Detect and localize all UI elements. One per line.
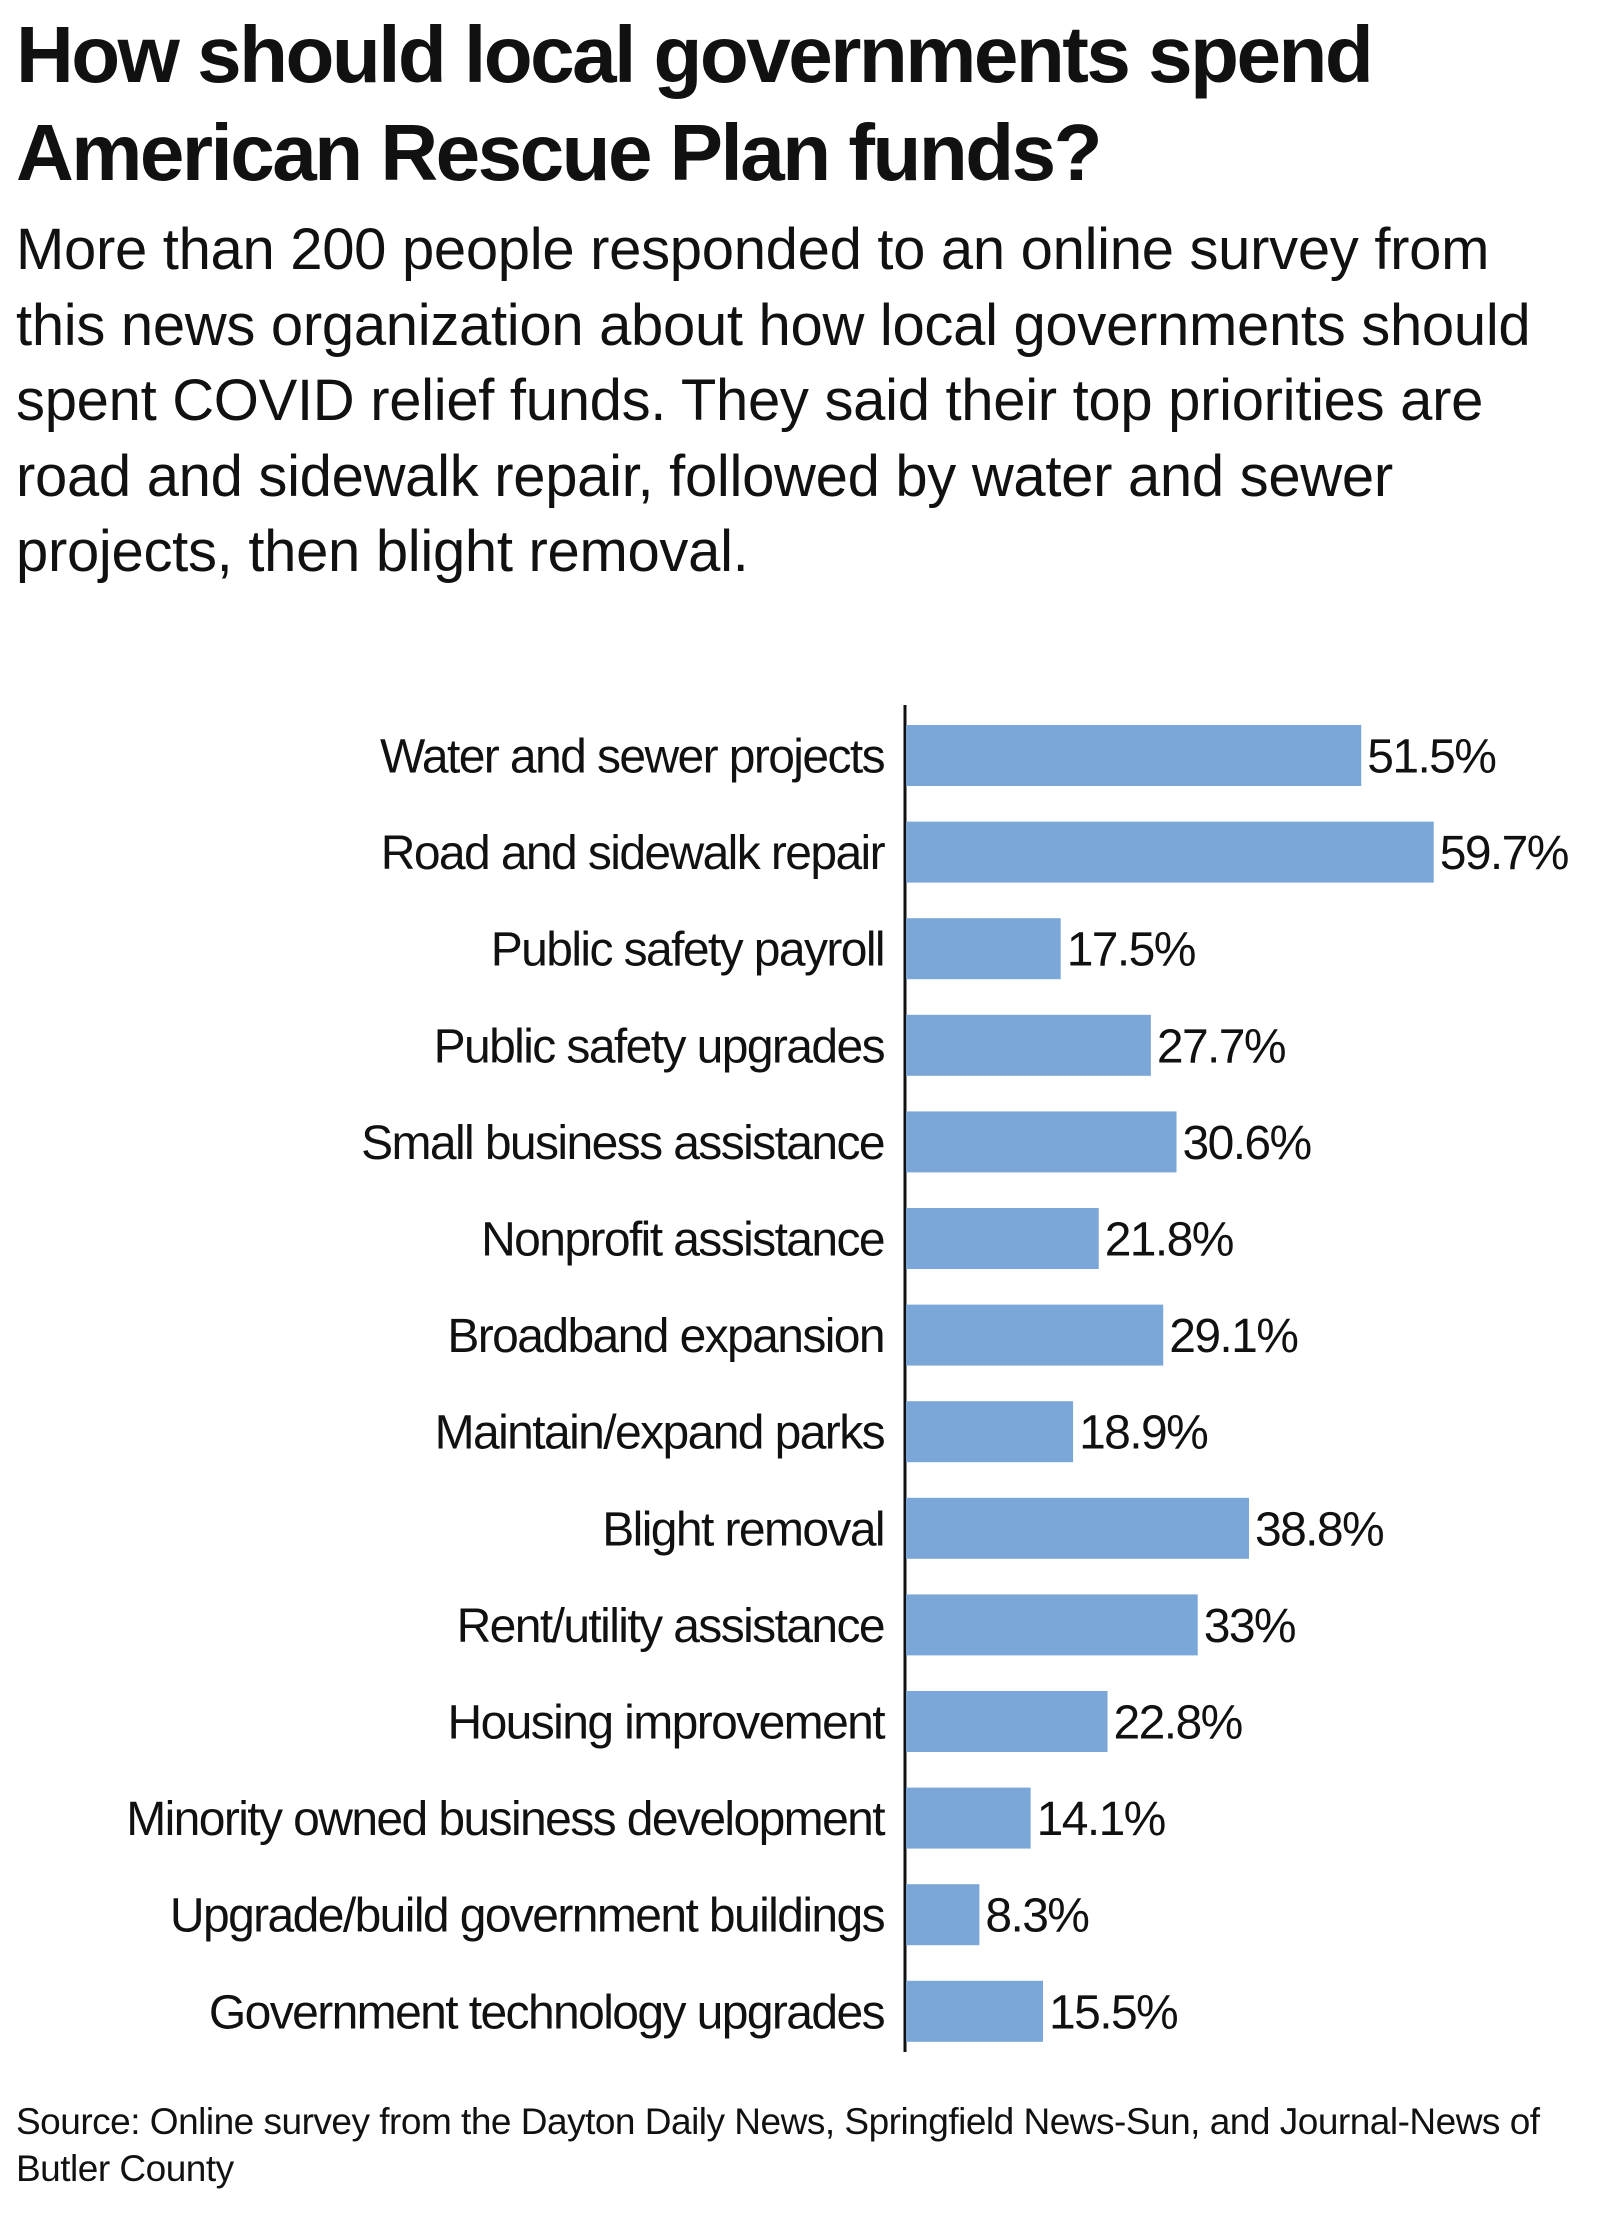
bar <box>906 1787 1031 1849</box>
bar <box>906 918 1061 980</box>
category-label: Blight removal <box>602 1503 884 1556</box>
bar <box>906 1497 1249 1559</box>
category-label: Minority owned business development <box>126 1793 885 1846</box>
value-label: 33% <box>1204 1600 1295 1653</box>
bar <box>906 1208 1099 1269</box>
category-label: Maintain/expand parks <box>435 1407 885 1460</box>
category-label: Water and sewer projects <box>380 731 885 784</box>
value-label: 38.8% <box>1255 1503 1383 1556</box>
value-label: 27.7% <box>1157 1020 1285 1073</box>
category-label: Government technology upgrades <box>209 1986 885 2039</box>
value-label: 51.5% <box>1367 731 1495 784</box>
value-label: 22.8% <box>1114 1697 1242 1750</box>
category-label: Upgrade/build government buildings <box>170 1890 885 1943</box>
source-note: Source: Online survey from the Dayton Da… <box>16 2101 1540 2189</box>
bar <box>906 1014 1151 1076</box>
chart-title: How should local governments spend Ameri… <box>16 10 1374 197</box>
category-label: Small business assistance <box>361 1117 884 1170</box>
category-label: Housing improvement <box>448 1697 886 1750</box>
bar <box>906 1594 1198 1656</box>
bar-chart: Water and sewer projects 51.5% Road and si… <box>126 705 1569 2052</box>
value-label: 30.6% <box>1183 1117 1311 1170</box>
bar <box>906 1111 1177 1173</box>
category-label: Public safety upgrades <box>434 1020 885 1073</box>
value-label: 18.9% <box>1079 1407 1207 1460</box>
bar <box>906 725 1362 786</box>
bar <box>906 1980 1044 2042</box>
value-label: 29.1% <box>1169 1310 1297 1363</box>
value-label: 8.3% <box>985 1890 1088 1943</box>
bar <box>906 821 1434 883</box>
category-label: Rent/utility assistance <box>457 1600 884 1653</box>
value-label: 21.8% <box>1105 1214 1233 1267</box>
bar <box>906 1304 1164 1366</box>
category-label: Public safety payroll <box>491 924 884 977</box>
category-label: Nonprofit assistance <box>481 1214 884 1267</box>
category-label: Broadband expansion <box>447 1310 884 1363</box>
bar <box>906 1691 1108 1752</box>
value-label: 15.5% <box>1049 1986 1177 2039</box>
bar <box>906 1401 1074 1463</box>
value-label: 14.1% <box>1037 1793 1165 1846</box>
category-label: Road and sidewalk repair <box>381 827 886 880</box>
bar <box>906 1884 980 1946</box>
chart-subtitle: More than 200 people responded to an onl… <box>16 217 1531 584</box>
value-label: 59.7% <box>1440 827 1568 880</box>
value-label: 17.5% <box>1067 924 1195 977</box>
